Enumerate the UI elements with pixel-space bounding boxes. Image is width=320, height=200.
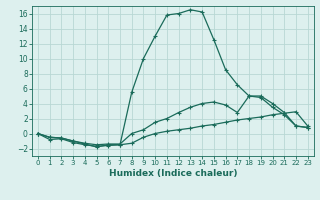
X-axis label: Humidex (Indice chaleur): Humidex (Indice chaleur): [108, 169, 237, 178]
